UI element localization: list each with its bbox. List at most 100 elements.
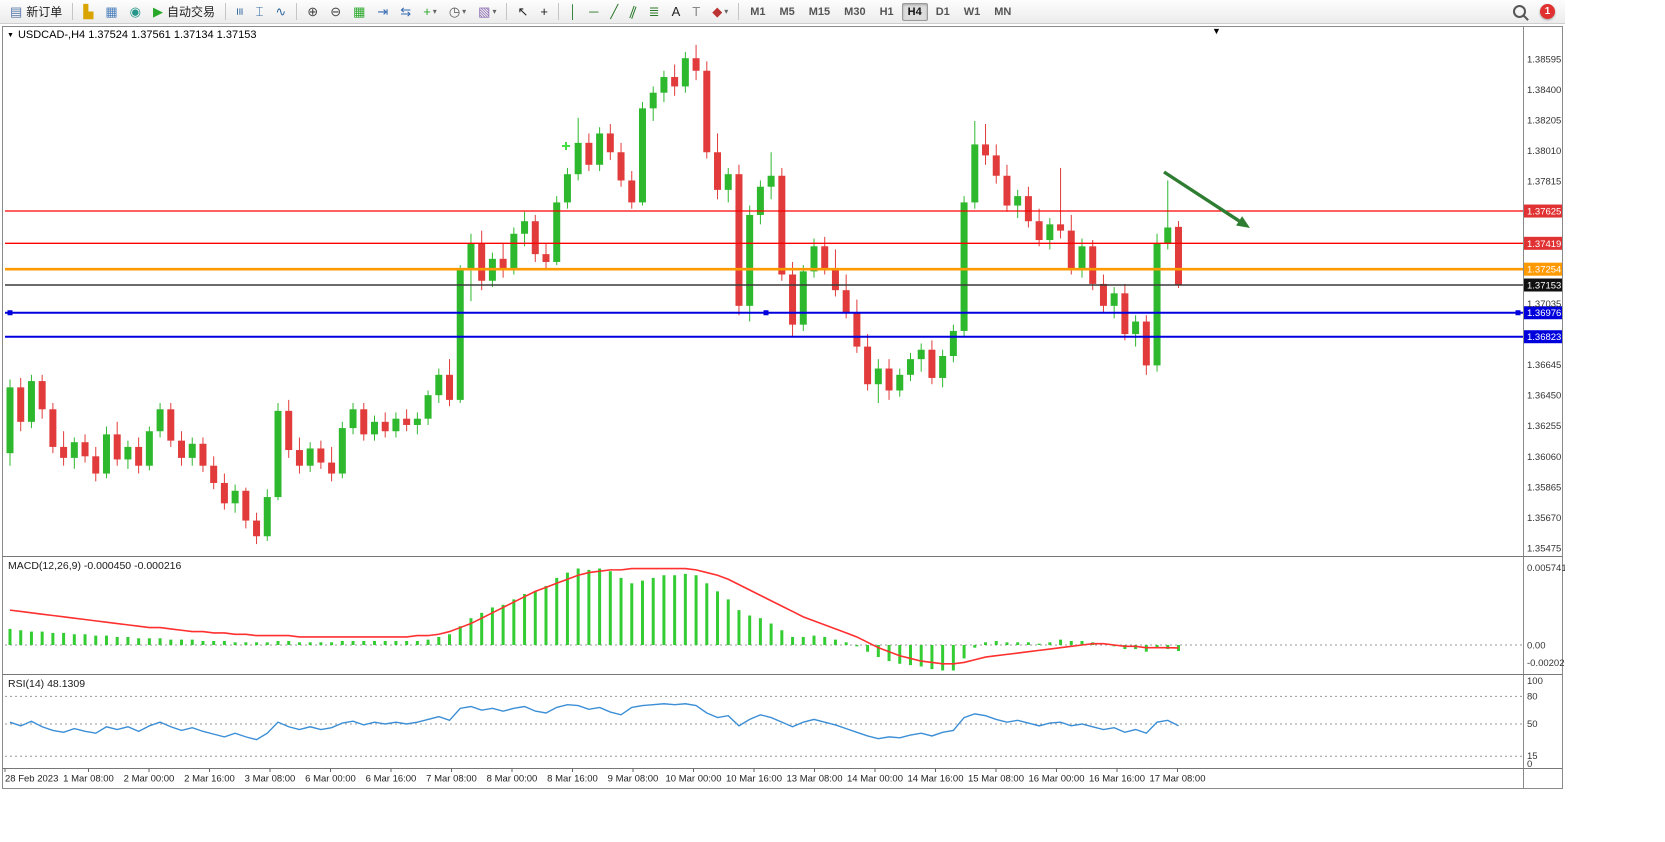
collapse-icon[interactable]: ▼ (7, 32, 14, 39)
candle (135, 446, 143, 466)
cursor-button[interactable]: ↖ (512, 1, 533, 23)
candle (231, 490, 239, 504)
chart-shift-button[interactable]: ⇆ (395, 1, 416, 23)
candle (917, 349, 925, 360)
timeframe-button-m1[interactable]: M1 (750, 5, 766, 18)
candle (435, 374, 443, 396)
candle (317, 448, 325, 463)
price-tag-label: 1.37153 (1527, 281, 1561, 292)
zoom-out-button[interactable]: ⊖ (325, 1, 346, 23)
data-window-button[interactable]: ▦ (100, 1, 122, 23)
price-tag-label: 1.37254 (1527, 265, 1561, 276)
line-handle[interactable] (1515, 310, 1521, 316)
candle (1024, 196, 1032, 222)
timeframe-button-m30[interactable]: M30 (844, 5, 866, 18)
toolbar-separator (506, 3, 508, 20)
candle (403, 418, 411, 425)
candle (478, 243, 486, 281)
crosshair-button[interactable]: + (535, 1, 553, 23)
rsi-panel: 100 80 50 150 (5, 676, 1543, 770)
candle (1057, 224, 1065, 231)
templates-icon: ▧ (478, 4, 491, 19)
timeframe-button-m15[interactable]: M15 (808, 5, 831, 18)
time-axis-label: 9 Mar 08:00 (608, 774, 659, 785)
candle (392, 418, 400, 432)
time-axis-label: 2 Mar 00:00 (124, 774, 175, 785)
auto-scroll-button[interactable]: ⇥ (372, 1, 393, 23)
price-axis-label: 1.35865 (1527, 482, 1561, 493)
price-tag-label: 1.36823 (1527, 332, 1561, 343)
candle (424, 395, 432, 419)
horizontal-line-button[interactable]: ─ (584, 1, 603, 23)
rsi-line (9, 703, 1179, 741)
market-watch-button[interactable]: ▙ (78, 1, 98, 23)
fibonacci-button[interactable]: ≣ (644, 1, 665, 23)
timeframe-button-h4[interactable]: H4 (901, 2, 928, 21)
label-button[interactable]: T (687, 1, 705, 23)
new-order-button[interactable]: ▤ 新订单 (5, 1, 67, 23)
price-tag-label: 1.37625 (1527, 207, 1561, 218)
search-icon[interactable] (1513, 5, 1526, 18)
timeframe-button-w1[interactable]: W1 (963, 5, 981, 18)
templates-button[interactable]: ▧ ▾ (473, 1, 501, 23)
autotrading-button-label: 自动交易 (166, 5, 215, 19)
trend-arrow[interactable] (1163, 170, 1250, 228)
rsi-axis-label: 0 (1527, 759, 1532, 770)
candle (338, 428, 346, 474)
time-axis-label: 13 Mar 08:00 (787, 774, 843, 785)
crosshair-icon: + (540, 4, 548, 19)
candle (178, 440, 186, 458)
candle (167, 409, 175, 441)
text-button[interactable]: A (667, 1, 686, 23)
periods-icon: ◷ (448, 4, 461, 19)
line-chart-button[interactable]: ∿ (270, 1, 291, 23)
price-axis: 1.38595 1.38400 1.38205 1.38010 1.37815 1.370… (1527, 55, 1561, 555)
horizontal-line-icon: ─ (589, 4, 599, 19)
time-axis-label: 10 Mar 16:00 (726, 774, 782, 785)
price-tag-label: 1.37419 (1527, 239, 1561, 250)
candle (681, 58, 689, 87)
new-chart-button[interactable]: + ▾ (418, 1, 442, 23)
timeframe-button-mn[interactable]: MN (994, 5, 1012, 18)
candle (574, 142, 582, 175)
price-axis-label: 1.36450 (1527, 391, 1561, 402)
candle (1014, 196, 1022, 206)
tile-windows-button[interactable]: ▦ (348, 1, 370, 23)
candle (906, 359, 914, 375)
timeframe-button-d1[interactable]: D1 (935, 5, 950, 18)
candle (49, 409, 57, 447)
navigator-button[interactable]: ◉ (125, 1, 146, 23)
zoom-in-icon: ⊕ (307, 4, 319, 19)
candle (263, 497, 271, 537)
notification-badge[interactable]: 1 (1540, 4, 1555, 19)
timeframe-button-m5[interactable]: M5 (779, 5, 795, 18)
vertical-line-icon: │ (568, 4, 578, 19)
equidistant-channel-button[interactable]: ∥ (625, 1, 642, 23)
candle (360, 409, 368, 435)
chart-shift-marker[interactable]: ▼ (1212, 26, 1221, 36)
bar-chart-button[interactable]: ≡ (231, 1, 249, 23)
line-handle[interactable] (7, 310, 13, 316)
cursor-icon: ↖ (517, 4, 529, 19)
trendline-button[interactable]: ╱ (605, 1, 623, 23)
plus-marker[interactable] (562, 142, 570, 150)
candle (285, 410, 293, 451)
candle (306, 448, 314, 466)
candle (563, 174, 571, 203)
timeframe-button-h1[interactable]: H1 (879, 5, 894, 18)
price-axis-label: 1.36060 (1527, 452, 1561, 463)
autotrading-button[interactable]: ▶ 自动交易 (148, 1, 220, 23)
line-handle[interactable] (763, 310, 769, 316)
price-tag-label: 1.36976 (1527, 308, 1561, 319)
zoom-in-button[interactable]: ⊕ (302, 1, 323, 23)
periods-button[interactable]: ◷ ▾ (444, 1, 471, 23)
chart-canvas[interactable]: 1.37625 1.37419 1.37254 1.37153 1.36976 1.368… (0, 0, 1565, 842)
candle (499, 258, 507, 269)
chart-title-text: USDCAD-,H4 1.37524 1.37561 1.37134 1.371… (17, 29, 257, 41)
candlestick-button[interactable]: ⌶ (251, 1, 269, 23)
candle (413, 418, 421, 425)
vertical-line-button[interactable]: │ (564, 1, 582, 23)
arrows-button[interactable]: ◆ ▾ (707, 1, 733, 23)
candle (521, 221, 529, 234)
time-axis-label: 10 Mar 00:00 (666, 774, 722, 785)
